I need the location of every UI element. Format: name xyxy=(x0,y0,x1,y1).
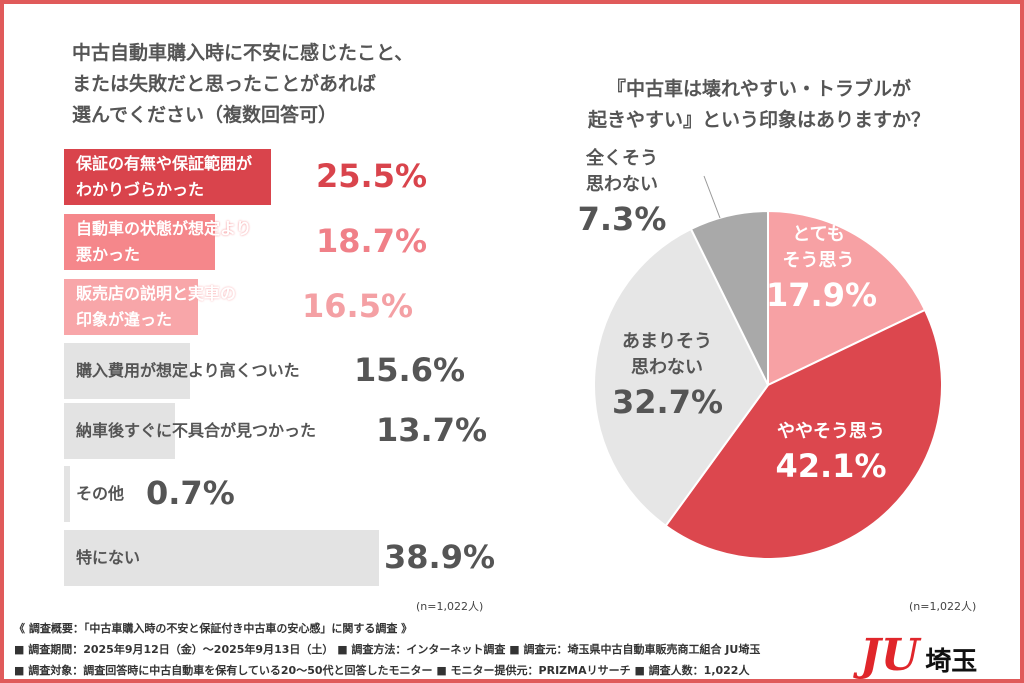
pie-label-line: 思わない xyxy=(631,357,703,378)
bar-label-line: 販売店の説明と実車の xyxy=(76,284,237,303)
bar-label-line: その他 xyxy=(76,484,125,503)
bar-value-label: 18.7% xyxy=(316,222,428,260)
pie-value-label: 7.3% xyxy=(577,200,667,238)
bar-label-line: 自動車の状態が想定より xyxy=(76,219,252,238)
bar-label: 特にない xyxy=(76,545,140,571)
bar-value-label: 13.7% xyxy=(376,411,488,449)
pie-n-label: (n=1,022人) xyxy=(909,600,977,613)
pie-chart xyxy=(593,175,943,560)
bar-chart-title: 中古自動車購入時に不安に感じたこと、 または失敗だと思ったことがあれば 選んでく… xyxy=(72,38,413,131)
title-line: 起きやすい』という印象はありますか？ xyxy=(587,109,930,131)
bar xyxy=(64,403,175,459)
pie-value-label: 17.9% xyxy=(766,276,878,314)
pie-label-line: 思わない xyxy=(586,174,658,195)
pie-label-line: そう思う xyxy=(782,250,855,271)
bar xyxy=(64,343,191,399)
pie-slice xyxy=(593,227,770,528)
title-line: または失敗だと思ったことがあれば xyxy=(72,73,377,95)
bar-label-line: 保証の有無や保証範囲が xyxy=(76,154,253,173)
leader-line xyxy=(703,175,721,219)
pie-label-line: とても xyxy=(792,224,845,245)
footer-line: ■ 調査期間：2025年9月12日（金）〜2025年9月13日（土） ■ 調査方… xyxy=(14,643,761,656)
pie-label-line: ややそう思う xyxy=(777,421,885,442)
bar-label: 購入費用が想定より高くついた xyxy=(76,358,300,384)
pie-value-label: 42.1% xyxy=(775,447,887,485)
bar-label-line: 印象が違った xyxy=(76,310,173,329)
title-line: 中古自動車購入時に不安に感じたこと、 xyxy=(72,42,414,64)
bar-label-line: 納車後すぐに不具合が見つかった xyxy=(76,421,317,440)
pie-label: あまりそう思わない 32.7% xyxy=(612,329,724,423)
pie-label: ややそう思う 42.1% xyxy=(756,419,906,487)
bar-label: 保証の有無や保証範囲が わかりづらかった xyxy=(76,151,252,203)
bar xyxy=(64,214,216,270)
pie-label: 全くそう思わない 7.3% xyxy=(574,146,670,240)
title-line: 『中古車は壊れやすい・トラブルが xyxy=(606,78,911,100)
bar-value-label: 15.6% xyxy=(354,351,466,389)
bar-n-label: (n=1,022人) xyxy=(416,600,484,613)
bar-label-line: 特にない xyxy=(76,548,141,567)
survey-footer: 《 調査概要：「中古車購入時の不安と保証付き中古車の安心感」に関する調査 》 ■… xyxy=(14,618,760,681)
bar xyxy=(64,279,198,335)
pie-slice xyxy=(689,209,769,386)
pie-slice xyxy=(664,308,943,560)
bar-label: 納車後すぐに不具合が見つかった xyxy=(76,418,316,444)
pie-slice xyxy=(767,209,927,387)
bar-label: 自動車の状態が想定より 悪かった xyxy=(76,216,252,268)
pie-chart-title: 『中古車は壊れやすい・トラブルが 起きやすい』という印象はありますか？ xyxy=(574,74,944,136)
pie-value-label: 32.7% xyxy=(612,383,724,421)
bar-label: 販売店の説明と実車の 印象が違った xyxy=(76,281,236,333)
ju-saitama-logo: JU 埼玉 xyxy=(860,630,978,681)
bar-label-line: 購入費用が想定より高くついた xyxy=(76,361,300,380)
bar-label: その他 xyxy=(76,481,124,507)
bar xyxy=(64,530,380,586)
bar-value-label: 16.5% xyxy=(302,287,414,325)
bar xyxy=(64,149,271,205)
bar-label-line: わかりづらかった xyxy=(76,180,205,199)
bar-label-line: 悪かった xyxy=(76,245,141,264)
title-line: 選んでください（複数回答可） xyxy=(72,104,338,126)
bar-value-label: 25.5% xyxy=(316,157,428,195)
bar-value-label: 0.7% xyxy=(146,474,235,512)
pie-label-line: 全くそう xyxy=(586,148,658,169)
bar-value-label: 38.9% xyxy=(384,538,496,576)
pie-label-line: あまりそう xyxy=(622,331,712,352)
bar xyxy=(64,466,70,522)
footer-line: 《 調査概要：「中古車購入時の不安と保証付き中古車の安心感」に関する調査 》 xyxy=(14,622,413,635)
infographic: 中古自動車購入時に不安に感じたこと、 または失敗だと思ったことがあれば 選んでく… xyxy=(4,4,1020,614)
pie-label: とてもそう思う 17.9% xyxy=(766,222,878,316)
footer-line: ■ 調査対象：調査回答時に中古自動車を保有している20〜50代と回答したモニター… xyxy=(14,664,750,677)
